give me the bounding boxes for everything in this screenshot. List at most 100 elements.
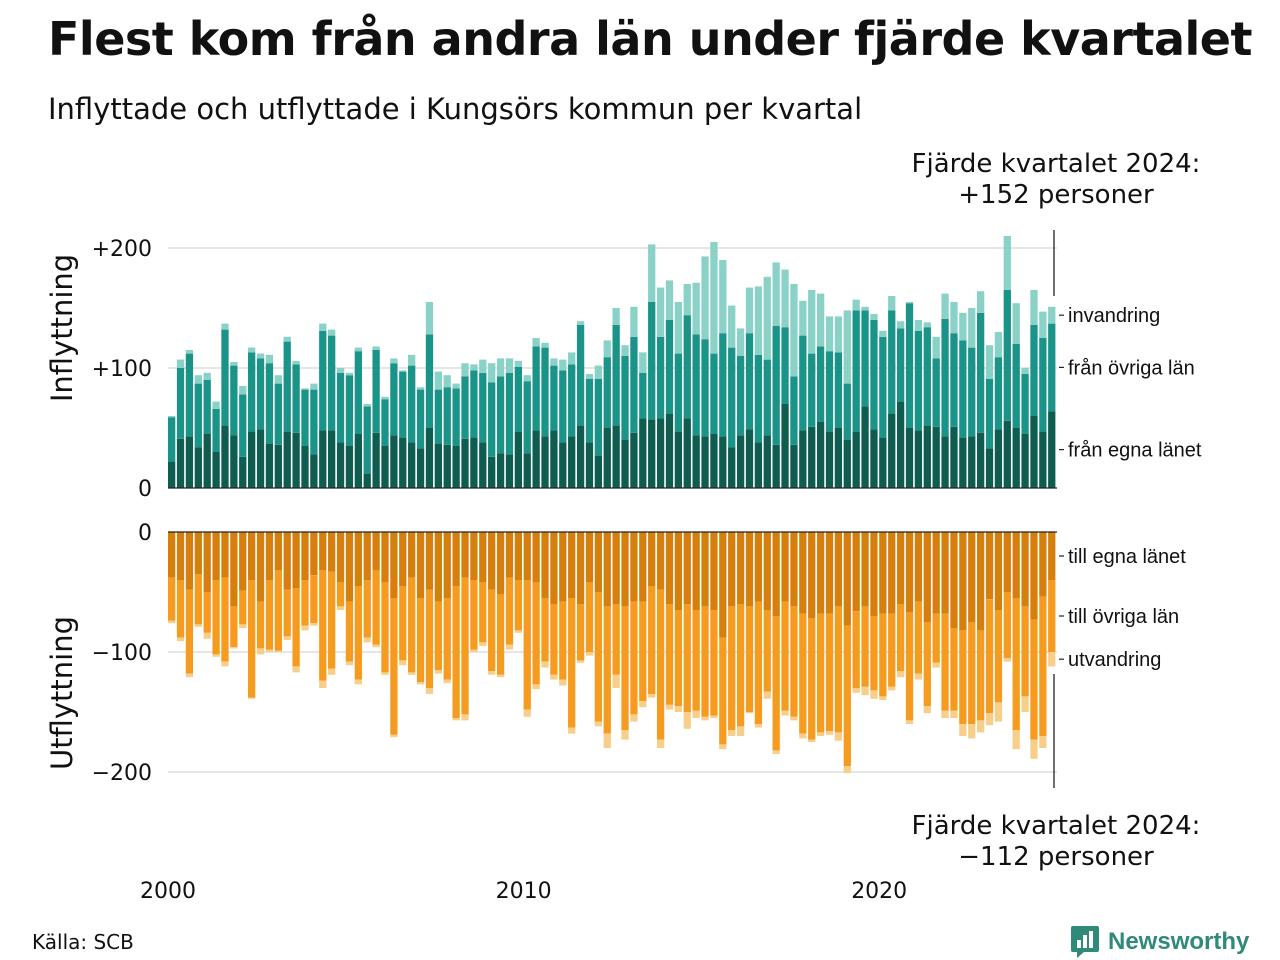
inflow-bar-fran-egna-lanet bbox=[212, 452, 220, 488]
inflow-bar-fran-egna-lanet bbox=[461, 438, 469, 488]
outflow-bar-till-ovriga-lan bbox=[265, 580, 274, 650]
outflow-bar-utvandring bbox=[168, 620, 176, 624]
inflow-bar-fran-ovriga-lan bbox=[710, 353, 718, 434]
inflow-bar-invandring bbox=[639, 352, 647, 373]
outflow-bar-till-ovriga-lan bbox=[674, 610, 683, 706]
inflow-bar-fran-egna-lanet bbox=[896, 401, 905, 488]
outflow-bar-utvandring bbox=[408, 672, 416, 675]
outflow-bar-till-ovriga-lan bbox=[319, 570, 327, 681]
outflow-bar-till-ovriga-lan bbox=[363, 580, 371, 638]
inflow-annotation: Fjärde kvartalet 2024: +152 personer bbox=[906, 149, 1206, 211]
outflow-axis-label: Utflyttning bbox=[45, 616, 79, 770]
outflow-bar-till-egna-lanet bbox=[932, 532, 940, 614]
outflow-bar-till-ovriga-lan bbox=[1030, 619, 1038, 740]
outflow-bar-utvandring bbox=[479, 642, 487, 646]
inflow-bar-fran-egna-lanet bbox=[1021, 434, 1029, 488]
outflow-bar-till-egna-lanet bbox=[336, 532, 345, 583]
inflow-bar-fran-ovriga-lan bbox=[212, 408, 220, 452]
outflow-bar-till-egna-lanet bbox=[230, 532, 238, 607]
inflow-bar-invandring bbox=[1039, 311, 1047, 338]
outflow-bar-till-egna-lanet bbox=[514, 532, 522, 580]
outflow-bar-utvandring bbox=[959, 724, 967, 736]
outflow-bar-utvandring bbox=[283, 636, 291, 640]
inflow-bar-fran-ovriga-lan bbox=[514, 366, 522, 432]
inflow-bar-fran-ovriga-lan bbox=[639, 372, 647, 419]
inflow-bar-fran-ovriga-lan bbox=[399, 371, 407, 438]
inflow-bar-invandring bbox=[932, 336, 940, 359]
inflow-bar-fran-egna-lanet bbox=[612, 425, 620, 488]
outflow-bar-till-ovriga-lan bbox=[816, 613, 825, 733]
inflow-bar-fran-ovriga-lan bbox=[408, 365, 416, 443]
outflow-bar-utvandring bbox=[781, 710, 789, 716]
inflow-bar-fran-egna-lanet bbox=[1012, 428, 1020, 488]
inflow-bar-fran-egna-lanet bbox=[425, 428, 434, 488]
inflow-bar-fran-ovriga-lan bbox=[265, 363, 274, 444]
inflow-bar-fran-ovriga-lan bbox=[799, 335, 807, 431]
inflow-bar-fran-ovriga-lan bbox=[479, 372, 487, 443]
outflow-bar-utvandring bbox=[381, 672, 389, 675]
outflow-bar-till-ovriga-lan bbox=[968, 622, 976, 724]
outflow-bar-utvandring bbox=[656, 739, 665, 748]
outflow-bar-till-egna-lanet bbox=[674, 532, 683, 610]
outflow-bar-till-egna-lanet bbox=[1012, 532, 1020, 598]
outflow-bar-till-ovriga-lan bbox=[923, 622, 931, 706]
inflow-bar-fran-egna-lanet bbox=[639, 418, 647, 488]
outflow-bar-till-ovriga-lan bbox=[905, 612, 914, 721]
inflow-bar-fran-egna-lanet bbox=[239, 456, 247, 488]
outflow-bar-utvandring bbox=[203, 632, 211, 639]
outflow-bar-utvandring bbox=[256, 648, 265, 655]
outflow-bar-utvandring bbox=[1003, 658, 1011, 662]
outflow-bar-till-ovriga-lan bbox=[612, 604, 620, 675]
outflow-bar-till-ovriga-lan bbox=[585, 582, 594, 652]
outflow-bar-till-egna-lanet bbox=[950, 532, 958, 628]
outflow-bar-utvandring bbox=[816, 732, 825, 736]
inflow-bar-fran-ovriga-lan bbox=[523, 381, 531, 454]
inflow-bar-fran-egna-lanet bbox=[532, 430, 540, 488]
inflow-bar-fran-egna-lanet bbox=[248, 431, 256, 488]
outflow-bar-till-ovriga-lan bbox=[248, 580, 256, 698]
outflow-bar-utvandring bbox=[1021, 696, 1029, 712]
inflow-y-tick-label: +200 bbox=[92, 237, 152, 262]
inflow-bar-fran-ovriga-lan bbox=[283, 341, 291, 432]
outflow-bar-till-egna-lanet bbox=[896, 532, 905, 604]
outflow-bar-till-egna-lanet bbox=[648, 532, 656, 586]
inflow-bar-invandring bbox=[816, 293, 825, 347]
outflow-bar-till-ovriga-lan bbox=[176, 580, 185, 638]
outflow-bar-till-ovriga-lan bbox=[603, 606, 611, 734]
outflow-bar-till-ovriga-lan bbox=[808, 618, 816, 740]
outflow-bar-utvandring bbox=[932, 662, 940, 668]
inflow-bar-invandring bbox=[230, 362, 238, 366]
inflow-bar-fran-ovriga-lan bbox=[416, 389, 425, 449]
x-tick-label: 2010 bbox=[496, 879, 552, 904]
inflow-bar-invandring bbox=[265, 354, 274, 364]
inflow-bar-fran-egna-lanet bbox=[514, 431, 522, 488]
inflow-bar-fran-ovriga-lan bbox=[488, 382, 496, 457]
inflow-bar-fran-egna-lanet bbox=[416, 448, 425, 488]
outflow-bar-utvandring bbox=[719, 744, 727, 750]
outflow-bar-till-ovriga-lan bbox=[736, 604, 745, 727]
inflow-bar-fran-egna-lanet bbox=[861, 406, 869, 488]
outflow-bar-till-egna-lanet bbox=[763, 532, 771, 610]
outflow-bar-utvandring bbox=[1048, 652, 1056, 667]
outflow-bar-utvandring bbox=[879, 696, 887, 700]
newsworthy-brand[interactable]: Newsworthy bbox=[1070, 924, 1249, 960]
inflow-bar-fran-ovriga-lan bbox=[923, 327, 931, 426]
outflow-bar-till-egna-lanet bbox=[1003, 532, 1011, 592]
inflow-bar-fran-egna-lanet bbox=[328, 430, 336, 488]
inflow-axis-label: Inflyttning bbox=[45, 254, 79, 402]
outflow-bar-utvandring bbox=[310, 623, 318, 626]
inflow-bar-fran-ovriga-lan bbox=[594, 378, 603, 456]
inflow-bar-fran-egna-lanet bbox=[905, 428, 914, 488]
outflow-bar-till-egna-lanet bbox=[710, 532, 718, 610]
outflow-bar-utvandring bbox=[221, 661, 229, 667]
inflow-bar-fran-ovriga-lan bbox=[568, 364, 576, 437]
inflow-bar-invandring bbox=[336, 368, 345, 373]
chart-title: Flest kom från andra län under fjärde kv… bbox=[48, 12, 1252, 66]
outflow-bar-till-ovriga-lan bbox=[452, 586, 460, 718]
inflow-bar-invandring bbox=[194, 375, 202, 384]
outflow-bar-utvandring bbox=[790, 716, 798, 721]
inflow-bar-fran-egna-lanet bbox=[754, 442, 763, 488]
inflow-bar-fran-egna-lanet bbox=[843, 440, 851, 488]
outflow-bar-utvandring bbox=[514, 630, 522, 633]
outflow-bar-till-ovriga-lan bbox=[532, 582, 540, 685]
